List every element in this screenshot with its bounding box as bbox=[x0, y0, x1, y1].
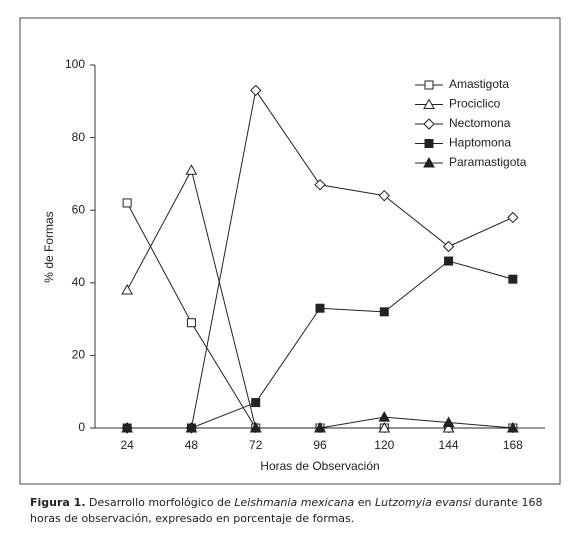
y-tick-label: 80 bbox=[72, 130, 86, 144]
legend-label: Amastigota bbox=[449, 77, 509, 91]
chart: Horas de Observación % de Formas 0 20 40 60… bbox=[19, 17, 561, 485]
marker bbox=[250, 84, 262, 97]
marker bbox=[507, 211, 519, 224]
caption-label: Figura 1. bbox=[30, 496, 86, 509]
marker bbox=[507, 421, 519, 433]
legend-marker bbox=[423, 156, 435, 168]
marker bbox=[314, 421, 326, 433]
series-line bbox=[126, 168, 513, 429]
legend-marker bbox=[424, 80, 434, 90]
y-tick-label: 0 bbox=[78, 420, 85, 434]
legend-marker bbox=[424, 139, 434, 148]
marker bbox=[251, 398, 261, 408]
x-tick-label: 24 bbox=[120, 438, 134, 452]
marker bbox=[314, 179, 326, 191]
caption: Figura 1. Desarrollo morfológico de Leis… bbox=[30, 495, 560, 527]
x-tick-label: 48 bbox=[185, 438, 199, 452]
caption-text: Desarrollo morfológico de bbox=[85, 496, 235, 509]
y-tick-label: 60 bbox=[72, 202, 86, 216]
marker bbox=[379, 307, 389, 317]
caption-species: Lutzomyia evansi bbox=[374, 496, 472, 509]
marker bbox=[442, 421, 455, 433]
marker bbox=[508, 274, 518, 284]
marker bbox=[315, 303, 325, 313]
legend-label: Haptomona bbox=[449, 136, 511, 150]
x-tick-label: 144 bbox=[439, 438, 459, 452]
series-line bbox=[127, 260, 513, 429]
x-tick-label: 96 bbox=[313, 438, 327, 452]
marker bbox=[186, 318, 196, 328]
legend-label: Paramastigota bbox=[449, 155, 527, 169]
marker bbox=[378, 421, 391, 433]
marker bbox=[249, 421, 262, 433]
y-axis-title: % de Formas bbox=[42, 211, 56, 282]
y-tick-label: 100 bbox=[65, 57, 85, 71]
marker bbox=[185, 164, 198, 175]
marker bbox=[378, 189, 390, 202]
x-axis-title: Horas de Observación bbox=[260, 459, 379, 473]
caption-text: en bbox=[354, 496, 375, 509]
series-line bbox=[126, 202, 513, 429]
marker bbox=[442, 240, 455, 253]
marker bbox=[121, 284, 133, 295]
marker bbox=[185, 421, 198, 433]
legend-marker bbox=[423, 98, 435, 109]
legend-marker bbox=[423, 118, 435, 130]
x-tick-label: 168 bbox=[503, 438, 523, 452]
frame bbox=[19, 17, 561, 485]
x-tick-label: 72 bbox=[249, 438, 263, 452]
marker bbox=[122, 198, 132, 208]
marker bbox=[444, 256, 454, 266]
marker bbox=[378, 411, 391, 422]
caption-species: Leishmania mexicana bbox=[234, 496, 355, 509]
y-tick-label: 20 bbox=[72, 348, 86, 362]
y-tick-label: 40 bbox=[72, 275, 86, 289]
caption-text: durante 168 horas de observación, expres… bbox=[30, 496, 543, 525]
x-tick-label: 120 bbox=[374, 438, 394, 452]
marker bbox=[121, 421, 133, 433]
marker bbox=[442, 416, 455, 428]
legend-label: Prociclico bbox=[449, 97, 501, 111]
legend-label: Nectomona bbox=[449, 116, 511, 130]
